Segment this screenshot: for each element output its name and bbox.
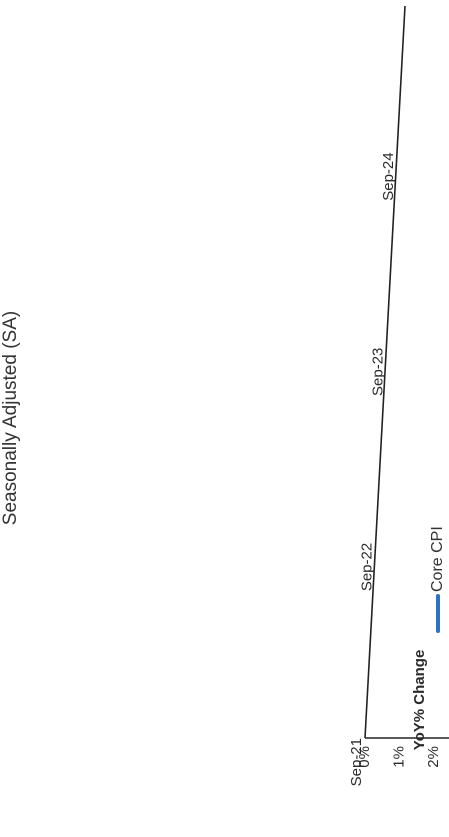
x-tick-label: Sep-22 [359, 543, 376, 591]
x-axis-line [364, 5, 406, 739]
legend-label-core-cpi: Core CPI [429, 526, 446, 592]
y-axis-title: YoY% Change [411, 650, 428, 751]
y-tick-label: 1% [390, 746, 407, 768]
legend: Core CPI [429, 526, 446, 633]
x-tick-labels: Sep-21 Sep-22 Sep-23 Sep-24 [348, 152, 397, 786]
y-tick-label: 2% [425, 746, 442, 768]
y-tick-labels: 0%1%2%3%4%5%6%7%8%9%10% [356, 746, 442, 768]
x-tick-label: Sep-21 [348, 738, 365, 786]
plot-area [364, 5, 449, 739]
x-tick-label: Sep-23 [369, 348, 386, 396]
text-layer: Seasonally Adjusted (SA) YoY% Change 0% 1… [0, 152, 446, 786]
y-tick-label: 0% [356, 746, 373, 768]
subtitle: Seasonally Adjusted (SA) [0, 311, 21, 525]
x-tick-label: Sep-24 [380, 152, 397, 200]
